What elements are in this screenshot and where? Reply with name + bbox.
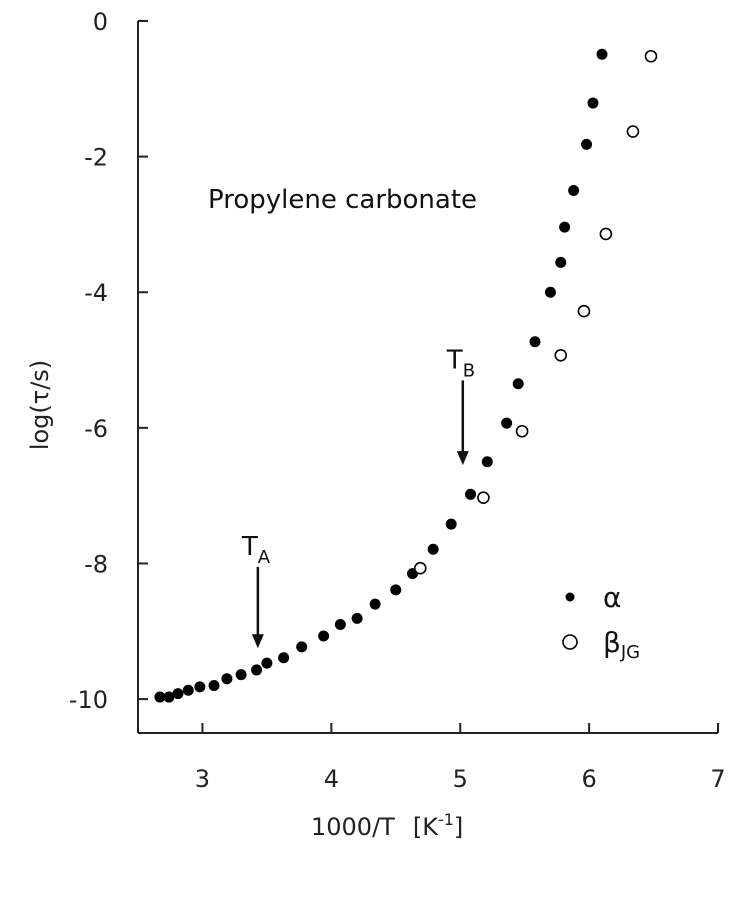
alpha-point <box>445 518 457 530</box>
alpha-point <box>501 417 513 429</box>
data-points <box>154 48 658 703</box>
alpha-point <box>351 612 363 624</box>
x-tick-label: 5 <box>453 765 468 793</box>
alpha-point <box>208 680 220 692</box>
y-ticks: 0 -2 -4 -6 -8 -10 <box>69 8 148 714</box>
legend-beta-marker <box>562 634 578 650</box>
x-axis-label-unit: [K <box>413 813 439 841</box>
x-tick-label: 7 <box>710 765 725 793</box>
alpha-point <box>172 688 184 700</box>
arrow-label-sub-1: B <box>463 360 475 381</box>
legend: α βJG <box>562 581 640 663</box>
y-tick-label: -2 <box>84 144 108 172</box>
alpha-point <box>465 488 477 500</box>
beta-jg-point <box>577 304 591 318</box>
alpha-point <box>427 543 439 555</box>
alpha-point <box>587 97 599 109</box>
y-tick-label: -4 <box>84 279 108 307</box>
x-axis-label-text: 1000/T <box>311 813 395 841</box>
y-axis-label: log(τ/s) <box>26 360 54 450</box>
alpha-point <box>555 256 567 268</box>
alpha-point <box>235 669 247 681</box>
alpha-point <box>278 652 290 664</box>
annotation-title: Propylene carbonate <box>208 185 477 215</box>
arrow-label-main-0: T <box>241 532 258 562</box>
alpha-point <box>529 336 541 348</box>
arrow-label-1: TB <box>446 345 475 381</box>
beta-jg-point <box>626 125 640 138</box>
arrow-head-1 <box>456 451 469 466</box>
alpha-point <box>559 221 571 233</box>
arrow-label-main-1: T <box>446 345 463 375</box>
alpha-point <box>481 456 493 468</box>
alpha-point <box>390 584 402 596</box>
alpha-point <box>596 48 608 60</box>
alpha-point <box>251 664 263 676</box>
beta-jg-point <box>644 49 658 63</box>
legend-beta-label-sub: JG <box>620 642 640 663</box>
alpha-point <box>261 657 273 669</box>
alpha-point <box>568 185 580 197</box>
legend-alpha-marker <box>565 592 575 602</box>
x-tick-label: 3 <box>195 765 210 793</box>
y-tick-label: -8 <box>84 550 108 578</box>
axes <box>137 21 718 734</box>
y-tick-label: -6 <box>84 415 108 443</box>
beta-jg-point <box>554 349 568 362</box>
x-axis-label: 1000/T [K-1] <box>311 810 463 841</box>
y-tick-label: -10 <box>69 686 108 714</box>
x-tick-label: 4 <box>324 765 339 793</box>
alpha-point <box>581 138 593 150</box>
alpha-point <box>182 684 194 696</box>
legend-alpha-label: α <box>603 581 621 614</box>
x-axis-label-unit-exponent: -1 <box>438 810 454 829</box>
x-axis-label-unit-close: ] <box>454 813 463 841</box>
legend-beta-label-main: β <box>603 626 621 659</box>
y-tick-label: 0 <box>93 8 108 36</box>
legend-beta-label: βJG <box>603 626 640 663</box>
arrow-head-0 <box>251 634 264 649</box>
beta-jg-point <box>599 227 613 241</box>
alpha-point <box>544 286 556 298</box>
alpha-point <box>194 681 206 693</box>
alpha-point <box>318 630 330 642</box>
beta-jg-point <box>413 561 427 575</box>
alpha-point <box>221 673 233 685</box>
alpha-point <box>163 691 175 703</box>
alpha-point <box>512 378 524 390</box>
x-tick-label: 6 <box>581 765 596 793</box>
beta-jg-point <box>515 424 529 438</box>
arrow-label-0: TA <box>241 532 271 568</box>
alpha-point <box>296 641 308 653</box>
beta-jg-point <box>477 491 490 505</box>
alpha-point <box>369 598 381 610</box>
x-ticks: 3 4 5 6 7 <box>195 723 726 793</box>
alpha-point <box>334 619 346 631</box>
alpha-point <box>154 691 166 703</box>
arrow-label-sub-0: A <box>258 547 271 568</box>
